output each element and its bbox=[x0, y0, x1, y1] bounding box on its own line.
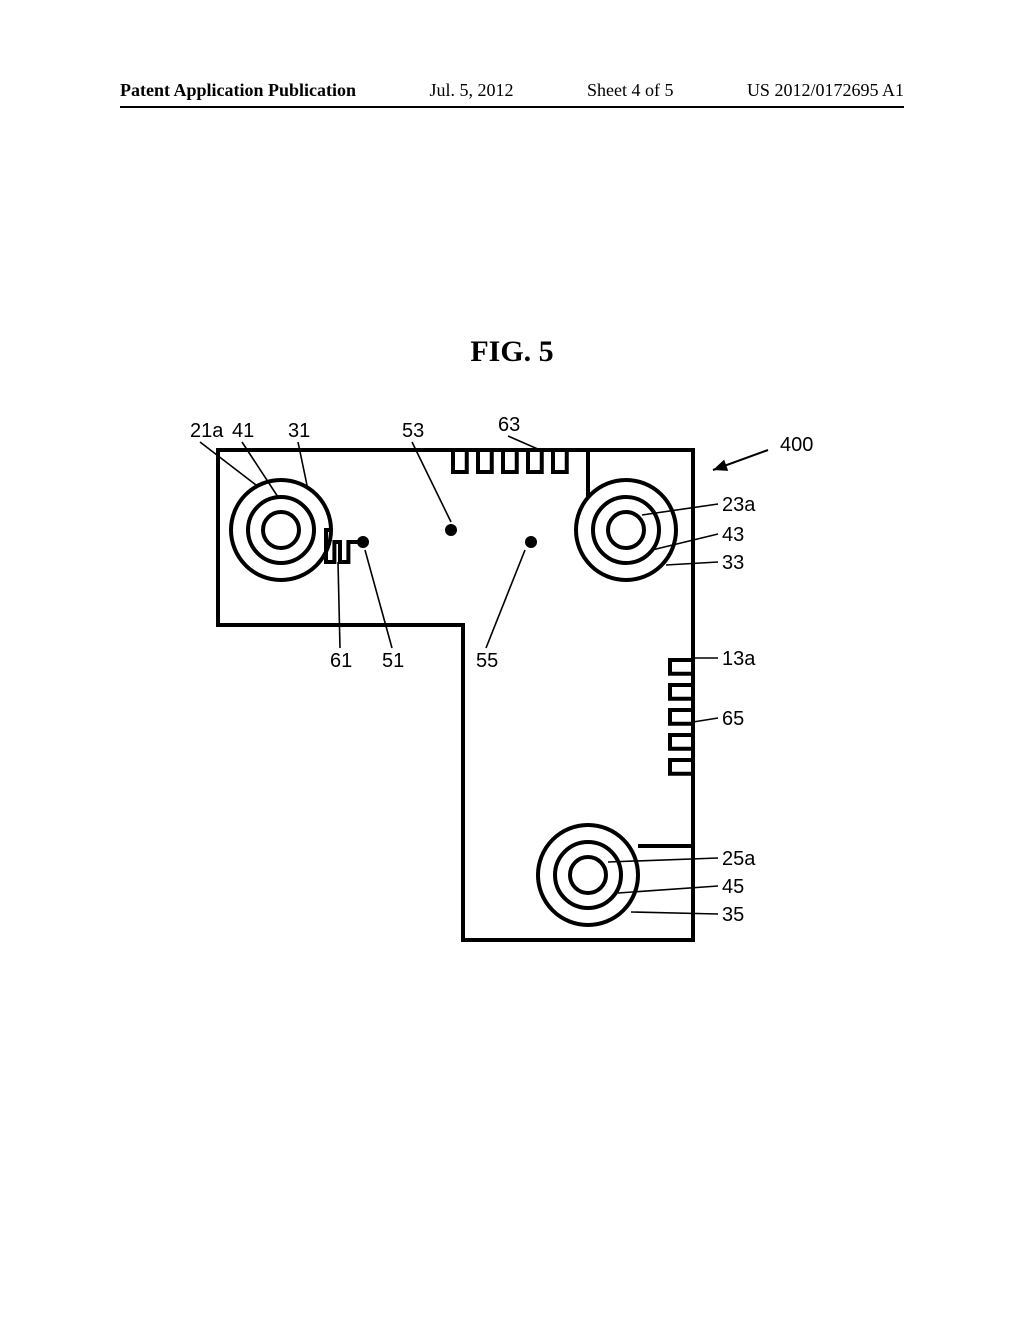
sensor-ring bbox=[263, 512, 299, 548]
leader-line bbox=[631, 912, 718, 914]
header-date: Jul. 5, 2012 bbox=[430, 80, 514, 101]
leader-line bbox=[608, 858, 718, 862]
ref-label-31: 31 bbox=[288, 420, 310, 443]
probe-dots-group bbox=[357, 524, 537, 548]
ref-label-400: 400 bbox=[780, 434, 813, 457]
sensor-ring bbox=[593, 497, 659, 563]
leader-line bbox=[412, 442, 451, 522]
ref-label-21a: 21a bbox=[190, 420, 223, 443]
leader-line bbox=[618, 886, 718, 893]
ref-label-13a: 13a bbox=[722, 648, 755, 671]
probe-dot bbox=[525, 536, 537, 548]
leader-line bbox=[693, 718, 718, 722]
figure-title: FIG. 5 bbox=[0, 335, 1024, 369]
leader-line bbox=[508, 436, 540, 450]
header-sheet: Sheet 4 of 5 bbox=[587, 80, 673, 101]
ref-label-43: 43 bbox=[722, 524, 744, 547]
sensor-ring bbox=[608, 512, 644, 548]
page-header: Patent Application Publication Jul. 5, 2… bbox=[0, 80, 1024, 101]
arrow-400-head bbox=[713, 460, 728, 471]
ref-label-51: 51 bbox=[382, 650, 404, 673]
probe-dot bbox=[357, 536, 369, 548]
probe-dot bbox=[445, 524, 457, 536]
ref-label-33: 33 bbox=[722, 552, 744, 575]
ref-label-41: 41 bbox=[232, 420, 254, 443]
ref-label-23a: 23a bbox=[722, 494, 755, 517]
ref-label-55: 55 bbox=[476, 650, 498, 673]
ref-label-25a: 25a bbox=[722, 848, 755, 871]
leader-line bbox=[486, 550, 525, 648]
header-pubno: US 2012/0172695 A1 bbox=[747, 80, 904, 101]
conn-right-lower bbox=[638, 785, 693, 846]
leader-line bbox=[338, 562, 340, 648]
ref-label-63: 63 bbox=[498, 414, 520, 437]
ref-label-61: 61 bbox=[330, 650, 352, 673]
sensors-group bbox=[231, 480, 676, 925]
sensor-ring bbox=[248, 497, 314, 563]
header-publication: Patent Application Publication bbox=[120, 80, 356, 101]
header-rule bbox=[120, 106, 904, 108]
ref-label-65: 65 bbox=[722, 708, 744, 731]
meander-right bbox=[670, 660, 693, 785]
ref-label-45: 45 bbox=[722, 876, 744, 899]
sensor-ring bbox=[555, 842, 621, 908]
leader-lines bbox=[200, 436, 718, 914]
sensor-ring bbox=[570, 857, 606, 893]
ref-label-53: 53 bbox=[402, 420, 424, 443]
leader-line bbox=[652, 534, 718, 550]
ref-label-35: 35 bbox=[722, 904, 744, 927]
leader-line bbox=[365, 550, 392, 648]
meander-top bbox=[453, 450, 588, 472]
